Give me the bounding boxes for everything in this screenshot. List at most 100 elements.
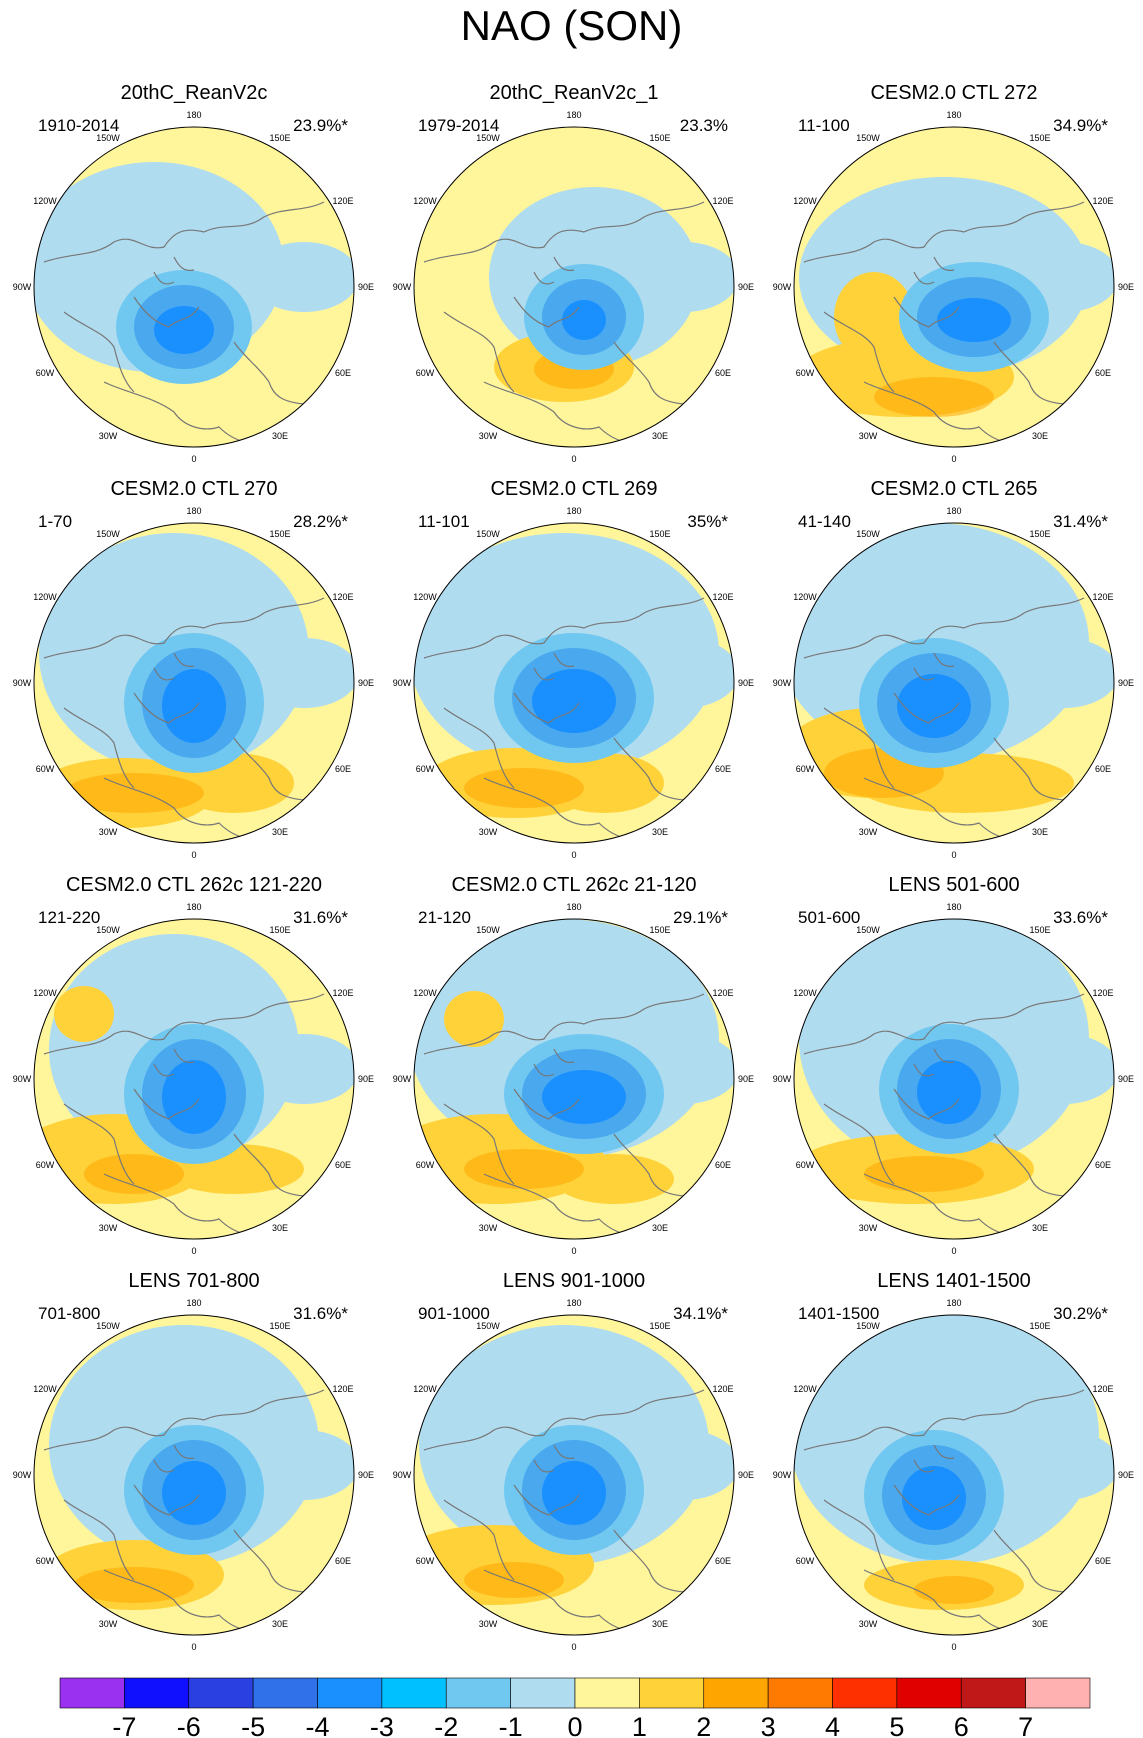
longitude-label: 0 (951, 1246, 956, 1256)
longitude-label: 30E (652, 431, 668, 441)
longitude-label: 120W (413, 1384, 437, 1394)
anomaly-field (414, 127, 734, 447)
panel-variance-pct: 23.9%* (293, 116, 348, 135)
longitude-label: 120E (712, 988, 733, 998)
longitude-label: 90E (358, 678, 374, 688)
longitude-label: 90E (738, 1074, 754, 1084)
map-panel: 180 150E 120E 90E 60E 30E 0 30W 60W 90W 120W 150W LE… (764, 1270, 1143, 1680)
longitude-label: 180 (566, 902, 581, 912)
map-panel: 180 150E 120E 90E 60E 30E 0 30W 60W 90W 120W 150W CE… (4, 478, 384, 888)
longitude-label: 90W (13, 1074, 32, 1084)
longitude-label: 60W (416, 1556, 435, 1566)
map-panel: 180 150E 120E 90E 60E 30E 0 30W 60W 90W 120W 150W CE… (384, 874, 764, 1284)
longitude-label: 90E (738, 1470, 754, 1480)
longitude-label: 60E (335, 368, 351, 378)
longitude-label: 0 (191, 1246, 196, 1256)
longitude-label: 30E (1032, 1223, 1048, 1233)
map-panel: 180 150E 120E 90E 60E 30E 0 30W 60W 90W 120W 150W CE… (4, 874, 384, 1284)
longitude-label: 120E (712, 196, 733, 206)
polar-map: 180 150E 120E 90E 60E 30E 0 30W 60W 90W 120W 150W (773, 1298, 1134, 1652)
longitude-label: 150E (1029, 925, 1050, 935)
panel-variance-pct: 31.6%* (293, 908, 348, 927)
longitude-label: 30E (652, 827, 668, 837)
panel-variance-pct: 31.6%* (293, 1304, 348, 1323)
longitude-label: 150W (476, 133, 500, 143)
negative-anomaly-region (1009, 638, 1114, 708)
polar-map: 180 150E 120E 90E 60E 30E 0 30W 60W 90W 120W 150W (393, 506, 754, 860)
longitude-label: 60W (36, 368, 55, 378)
longitude-label: 120E (712, 592, 733, 602)
panel-title: CESM2.0 CTL 265 (870, 478, 1038, 500)
panel-variance-pct: 28.2%* (293, 512, 348, 531)
longitude-label: 0 (571, 850, 576, 860)
longitude-label: 120W (413, 196, 437, 206)
longitude-label: 120W (33, 1384, 57, 1394)
longitude-label: 150W (476, 529, 500, 539)
positive-anomaly-core (84, 1154, 184, 1194)
colorbar-label: -2 (434, 1712, 458, 1738)
longitude-label: 90W (13, 282, 32, 292)
longitude-label: 150E (649, 925, 670, 935)
longitude-label: 120E (1092, 988, 1113, 998)
negative-anomaly-region (629, 1430, 734, 1500)
longitude-label: 150E (269, 925, 290, 935)
longitude-label: 30W (99, 1223, 118, 1233)
polar-map: 180 150E 120E 90E 60E 30E 0 30W 60W 90W 120W 150W (13, 506, 374, 860)
colorbar-label: 5 (889, 1712, 904, 1738)
panel-period: 11-100 (798, 116, 850, 135)
longitude-label: 30E (1032, 827, 1048, 837)
longitude-label: 150E (269, 529, 290, 539)
panel-title: LENS 501-600 (888, 874, 1020, 896)
longitude-label: 90E (1118, 1470, 1134, 1480)
colorbar-swatch (381, 1677, 447, 1709)
map-boundary (793, 1314, 1115, 1636)
longitude-label: 30W (479, 1619, 498, 1629)
longitude-label: 150W (476, 1321, 500, 1331)
longitude-label: 90W (13, 1470, 32, 1480)
longitude-label: 0 (191, 850, 196, 860)
panel-title: LENS 701-800 (128, 1270, 260, 1292)
map-boundary (413, 918, 735, 1240)
map-panel: 180 150E 120E 90E 60E 30E 0 30W 60W 90W 120W 150W CE… (384, 478, 764, 888)
longitude-label: 150E (649, 1321, 670, 1331)
longitude-label: 60E (1095, 1160, 1111, 1170)
negative-anomaly-region (249, 242, 354, 312)
map-boundary (33, 1314, 355, 1636)
panel-title: LENS 901-1000 (502, 1270, 646, 1292)
polar-map: 180 150E 120E 90E 60E 30E 0 30W 60W 90W 120W 150W (393, 902, 754, 1256)
map-panel: 180 150E 120E 90E 60E 30E 0 30W 60W 90W 120W 150W 20… (384, 82, 764, 492)
longitude-label: 30E (1032, 1619, 1048, 1629)
colorbar-swatch (317, 1677, 383, 1709)
colorbar-label: -7 (112, 1712, 136, 1738)
anomaly-field (794, 919, 1114, 1239)
negative-anomaly-region (249, 1034, 354, 1104)
longitude-label: 60E (715, 1160, 731, 1170)
longitude-label: 120W (33, 592, 57, 602)
longitude-label: 60W (796, 1160, 815, 1170)
longitude-label: 60E (715, 368, 731, 378)
colorbar-label: 7 (1018, 1712, 1033, 1738)
colorbar-label: -3 (370, 1712, 394, 1738)
negative-anomaly-region (629, 242, 734, 312)
negative-anomaly-level-4 (542, 1070, 626, 1124)
longitude-label: 120W (33, 988, 57, 998)
longitude-label: 30E (272, 1223, 288, 1233)
longitude-label: 120W (793, 1384, 817, 1394)
positive-anomaly-core (464, 768, 584, 808)
map-panel: 180 150E 120E 90E 60E 30E 0 30W 60W 90W 120W 150W LE… (384, 1270, 764, 1680)
panel-period: 1-70 (38, 512, 73, 531)
longitude-label: 60E (335, 1556, 351, 1566)
longitude-label: 90E (738, 282, 754, 292)
negative-anomaly-level-4 (917, 1060, 981, 1124)
polar-map: 180 150E 120E 90E 60E 30E 0 30W 60W 90W 120W 150W (393, 110, 754, 464)
longitude-label: 90W (13, 678, 32, 688)
longitude-label: 120W (413, 592, 437, 602)
longitude-label: 60E (335, 764, 351, 774)
panel-period: 121-220 (38, 908, 101, 927)
longitude-label: 120W (793, 988, 817, 998)
longitude-label: 150E (269, 133, 290, 143)
longitude-label: 30E (652, 1223, 668, 1233)
colorbar-label: -1 (499, 1712, 523, 1738)
longitude-label: 30W (859, 431, 878, 441)
negative-anomaly-region (249, 638, 354, 708)
